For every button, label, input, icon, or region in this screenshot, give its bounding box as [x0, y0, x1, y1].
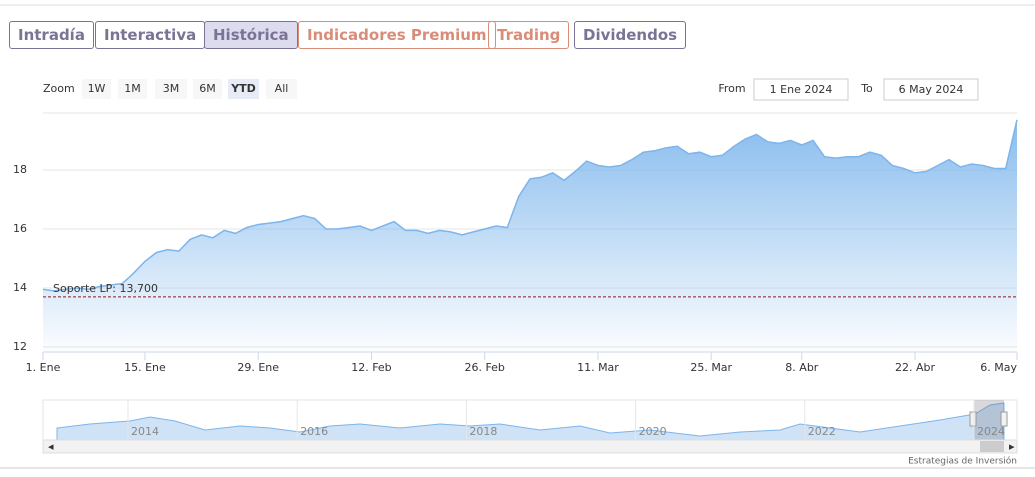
navigator-label: 2022 — [808, 425, 836, 438]
tab[interactable]: Interactiva — [95, 21, 206, 49]
navigator-label: 2014 — [131, 425, 159, 438]
zoom-label: Zoom — [43, 82, 75, 95]
navigator-handle[interactable] — [1000, 411, 1008, 427]
zoom-button[interactable] — [82, 79, 111, 99]
tab[interactable]: Dividendos — [574, 21, 687, 49]
y-tick-label: 16 — [13, 222, 27, 235]
navigator-handle[interactable] — [969, 411, 977, 427]
zoom-button[interactable] — [266, 79, 297, 99]
to-input[interactable] — [883, 78, 979, 101]
zoom-button-label: YTD — [230, 82, 256, 95]
x-tick-label: 26. Feb — [464, 361, 504, 374]
area-line — [42, 119, 1018, 292]
scroll-right[interactable]: ▸ — [1009, 440, 1015, 453]
navigator-label: 2024 — [977, 425, 1005, 438]
x-tick-label: 22. Abr — [895, 361, 935, 374]
x-tick-label: 11. Mar — [577, 361, 619, 374]
zoom-button[interactable] — [193, 79, 222, 99]
tab[interactable]: Indicadores Premium — [298, 21, 496, 49]
x-tick-label: 8. Abr — [785, 361, 818, 374]
zoom-button[interactable] — [155, 79, 187, 99]
x-tick-label: 29. Ene — [237, 361, 279, 374]
navigator-label: 2018 — [469, 425, 497, 438]
area-fill — [43, 119, 1017, 352]
support-label: Soporte LP: 13,700 — [53, 282, 158, 295]
to-value: 6 May 2024 — [899, 83, 964, 96]
x-tick-label: 6. May — [980, 361, 1017, 374]
scrollbar-track[interactable] — [42, 439, 1018, 454]
zoom-button-label: 6M — [199, 82, 216, 95]
x-tick-label: 25. Mar — [690, 361, 732, 374]
tab[interactable]: Histórica — [204, 21, 298, 49]
navigator: ◂ ▸ 2014 2016 2018 2020 2022 2024 — [42, 399, 1018, 454]
navigator-series — [56, 402, 1005, 441]
zoom-button-label: 1M — [124, 82, 141, 95]
scrollbar-thumb[interactable] — [980, 441, 1004, 452]
zoom-button-label: 1W — [88, 82, 106, 95]
x-tick-label: 1. Ene — [26, 361, 61, 374]
tab[interactable]: Intradía — [9, 21, 94, 49]
tab[interactable]: Trading — [488, 21, 570, 49]
x-tick-label: 15. Ene — [124, 361, 166, 374]
zoom-button-label: All — [275, 82, 289, 95]
from-input[interactable] — [753, 78, 849, 101]
y-tick-label: 12 — [13, 340, 27, 353]
navigator-window[interactable] — [974, 400, 1004, 440]
to-label: To — [860, 82, 873, 95]
zoom-button[interactable] — [228, 79, 259, 99]
from-label: From — [718, 82, 745, 95]
credits: Estrategias de Inversión — [908, 456, 1017, 467]
zoom-button-label: 3M — [163, 82, 180, 95]
y-tick-label: 14 — [13, 281, 27, 294]
y-tick-label: 18 — [13, 163, 27, 176]
zoom-button[interactable] — [118, 79, 147, 99]
navigator-label: 2020 — [639, 425, 667, 438]
from-value: 1 Ene 2024 — [770, 83, 833, 96]
scroll-left[interactable]: ◂ — [48, 440, 54, 453]
x-tick-label: 12. Feb — [351, 361, 391, 374]
navigator-label: 2016 — [300, 425, 328, 438]
